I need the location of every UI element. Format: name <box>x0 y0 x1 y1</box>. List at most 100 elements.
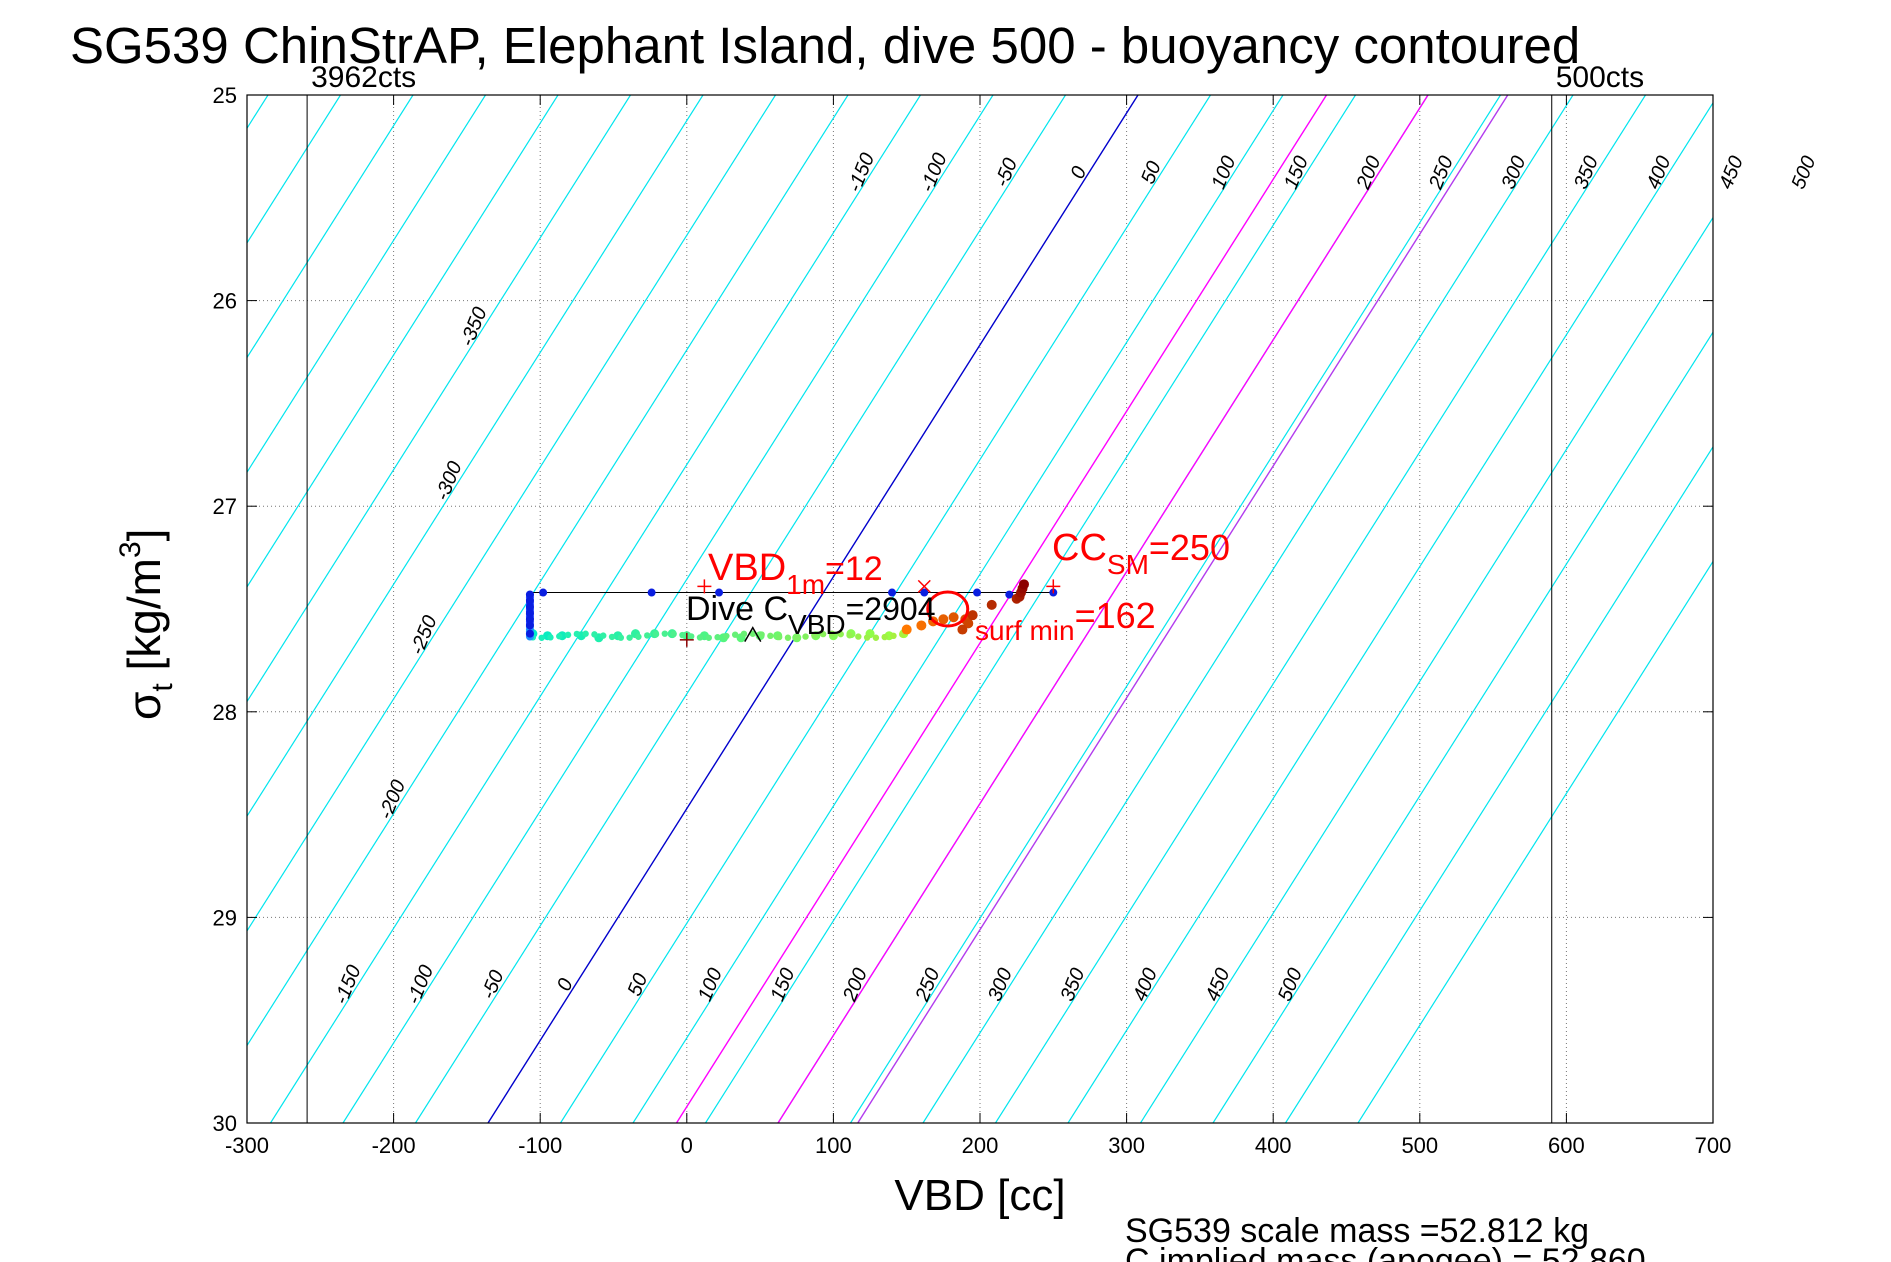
ascent-point <box>635 633 642 640</box>
x-tick-label: -100 <box>518 1133 562 1158</box>
contour-label-upper: 500 <box>1787 153 1820 192</box>
series-ascent <box>528 629 909 643</box>
contour-label-upper: 450 <box>1715 153 1748 192</box>
ascent-point <box>556 633 563 640</box>
descent-point <box>888 588 897 597</box>
descent-point <box>920 588 929 597</box>
x-axis-label: VBD [cc] <box>894 1171 1065 1220</box>
ascent-point <box>670 630 677 638</box>
ascent-point <box>881 633 888 641</box>
chart-title: SG539 ChinStrAP, Elephant Island, dive 5… <box>70 17 1580 74</box>
ascent-point <box>617 634 625 641</box>
contour-line <box>247 95 849 1047</box>
descent-point <box>647 588 656 597</box>
contour-line <box>247 95 414 359</box>
y-tick-label: 30 <box>213 1111 237 1136</box>
contour-line <box>414 95 1067 1123</box>
ascent-point <box>714 634 721 641</box>
descent-point <box>525 615 534 624</box>
surface-point <box>948 612 959 623</box>
contour-line <box>247 95 559 588</box>
x-tick-label: 0 <box>681 1133 693 1158</box>
magenta-line-2 <box>777 95 1429 1123</box>
contour-line <box>632 95 1284 1123</box>
cc-sm-val: =250 <box>1149 527 1230 568</box>
ascent-point <box>775 633 783 641</box>
surface-point <box>1018 579 1029 590</box>
cc-sm-main: CC <box>1052 527 1107 569</box>
x-tick-label: 700 <box>1695 1133 1732 1158</box>
contour-line <box>342 95 994 1123</box>
x-tick-label: -300 <box>225 1133 269 1158</box>
ascent-point <box>784 634 792 641</box>
ascent-point <box>767 632 774 640</box>
contour-line <box>922 95 1574 1123</box>
cc-sm-sub: SM <box>1107 549 1149 580</box>
ascent-point <box>679 631 686 639</box>
dive-cvbd-sub: VBD <box>788 609 846 640</box>
plot-area <box>247 95 1713 1123</box>
surface-point <box>967 610 978 621</box>
x-tick-label: 500 <box>1401 1133 1438 1158</box>
vbd-1m-annotation: VBD1m=12 <box>708 547 883 600</box>
vbd-1m-main: VBD <box>708 547 786 589</box>
y-label-unit: [kg/m <box>118 558 170 683</box>
y-label-close: ] <box>118 529 170 542</box>
y-tick-label: 26 <box>213 289 237 314</box>
buoyancy-contours <box>247 95 1713 1123</box>
ascent-point <box>758 631 765 638</box>
ascent-point <box>811 632 818 639</box>
ascent-point <box>591 631 598 638</box>
ascent-point <box>661 630 669 637</box>
violet-line <box>857 95 1509 1123</box>
y-tick-label: 27 <box>213 494 237 519</box>
surf-min-val: =162 <box>1075 595 1156 636</box>
footer-line2-rest: implied mass (apogee) = 52.860 <box>1150 1242 1646 1262</box>
ascent-point <box>723 632 730 640</box>
ascent-point <box>837 630 844 638</box>
dive-cvbd-annotation: Dive CVBD=2904 <box>686 590 935 640</box>
descent-point <box>525 602 534 611</box>
ascent-point <box>582 630 589 637</box>
contour-line <box>849 95 1502 1123</box>
ascent-point <box>600 632 607 639</box>
x-marker-b <box>917 579 931 593</box>
descent-point <box>525 621 534 630</box>
descent-point <box>525 596 534 605</box>
ascent-point <box>547 634 554 641</box>
ascent-point <box>626 634 633 641</box>
contour-line <box>559 95 1212 1123</box>
ascent-point <box>696 634 704 641</box>
contour-line <box>1139 216 1713 1123</box>
ascent-point <box>538 634 545 641</box>
y-label-symbol: σ <box>118 692 170 720</box>
y-tick-label: 28 <box>213 700 237 725</box>
contour-line <box>247 95 632 703</box>
series-surface <box>901 579 1029 635</box>
vbd-1m-sub: 1m <box>786 569 825 600</box>
vbd-limit-label: 3962cts <box>311 61 416 94</box>
contour-line <box>247 95 777 932</box>
vbd-1m-val: =12 <box>825 550 883 588</box>
contour-line <box>1212 331 1713 1123</box>
magenta-line-1 <box>675 95 1328 1123</box>
contour-line <box>247 95 704 818</box>
x-tick-label: 300 <box>1108 1133 1145 1158</box>
series-descent <box>525 588 1058 641</box>
dive-cvbd-main: Dive C <box>686 590 788 628</box>
ascent-point <box>793 634 800 641</box>
x-tick-label: 600 <box>1548 1133 1585 1158</box>
descent-point <box>539 588 548 597</box>
contour-line <box>994 95 1647 1123</box>
caret-marker <box>744 626 762 643</box>
neutral-buoyancy-line <box>487 95 1139 1123</box>
ascent-point <box>863 634 871 641</box>
ascent-point <box>644 632 651 639</box>
descent-point <box>973 588 982 597</box>
ascent-point <box>705 634 712 641</box>
contour-line <box>1284 445 1713 1123</box>
ascent-point <box>573 630 581 638</box>
x-tick-label: 200 <box>962 1133 999 1158</box>
